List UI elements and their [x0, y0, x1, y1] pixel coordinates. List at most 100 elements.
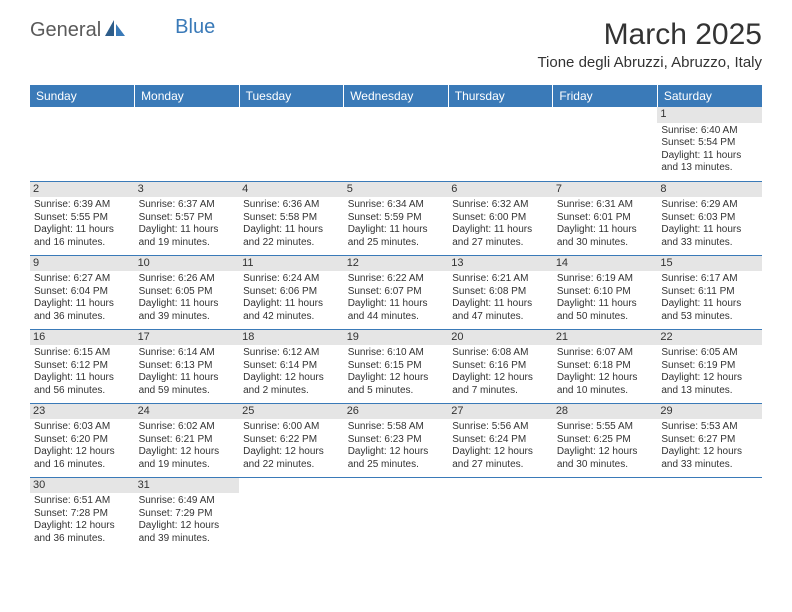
calendar-cell: 24Sunrise: 6:02 AMSunset: 6:21 PMDayligh… — [135, 403, 240, 477]
daylight-text: and 22 minutes. — [243, 459, 340, 472]
calendar-cell: 16Sunrise: 6:15 AMSunset: 6:12 PMDayligh… — [30, 329, 135, 403]
day-header: Thursday — [448, 85, 553, 107]
daylight-text: Daylight: 12 hours — [139, 520, 236, 533]
calendar-cell — [448, 107, 553, 181]
calendar-cell: 17Sunrise: 6:14 AMSunset: 6:13 PMDayligh… — [135, 329, 240, 403]
daylight-text: Daylight: 11 hours — [34, 224, 131, 237]
day-number: 1 — [657, 107, 762, 123]
calendar-cell: 8Sunrise: 6:29 AMSunset: 6:03 PMDaylight… — [657, 181, 762, 255]
daylight-text: and 13 minutes. — [661, 162, 758, 175]
sunrise-text: Sunrise: 6:27 AM — [34, 273, 131, 286]
sunset-text: Sunset: 6:19 PM — [661, 360, 758, 373]
calendar-cell: 13Sunrise: 6:21 AMSunset: 6:08 PMDayligh… — [448, 255, 553, 329]
day-number — [657, 478, 762, 494]
logo-text-blue: Blue — [175, 16, 215, 39]
sunset-text: Sunset: 7:29 PM — [139, 508, 236, 521]
sunrise-text: Sunrise: 6:12 AM — [243, 347, 340, 360]
header: General Blue March 2025 Tione degli Abru… — [0, 0, 792, 77]
sunset-text: Sunset: 6:27 PM — [661, 434, 758, 447]
calendar-cell: 1Sunrise: 6:40 AMSunset: 5:54 PMDaylight… — [657, 107, 762, 181]
calendar-cell: 10Sunrise: 6:26 AMSunset: 6:05 PMDayligh… — [135, 255, 240, 329]
calendar-cell: 22Sunrise: 6:05 AMSunset: 6:19 PMDayligh… — [657, 329, 762, 403]
sunrise-text: Sunrise: 5:56 AM — [452, 421, 549, 434]
daylight-text: Daylight: 11 hours — [139, 298, 236, 311]
calendar-cell — [30, 107, 135, 181]
daylight-text: Daylight: 12 hours — [348, 372, 445, 385]
calendar-cell: 31Sunrise: 6:49 AMSunset: 7:29 PMDayligh… — [135, 477, 240, 551]
day-number: 30 — [30, 478, 135, 494]
daylight-text: Daylight: 11 hours — [661, 150, 758, 163]
calendar-cell: 9Sunrise: 6:27 AMSunset: 6:04 PMDaylight… — [30, 255, 135, 329]
calendar-cell — [135, 107, 240, 181]
daylight-text: and 19 minutes. — [139, 459, 236, 472]
daylight-text: and 44 minutes. — [348, 311, 445, 324]
sunset-text: Sunset: 6:24 PM — [452, 434, 549, 447]
day-number — [448, 478, 553, 494]
sunset-text: Sunset: 6:11 PM — [661, 286, 758, 299]
sunrise-text: Sunrise: 6:19 AM — [557, 273, 654, 286]
sunset-text: Sunset: 6:07 PM — [348, 286, 445, 299]
daylight-text: and 5 minutes. — [348, 385, 445, 398]
day-number: 14 — [553, 256, 658, 272]
day-number: 20 — [448, 330, 553, 346]
daylight-text: and 50 minutes. — [557, 311, 654, 324]
sunrise-text: Sunrise: 5:53 AM — [661, 421, 758, 434]
sunset-text: Sunset: 6:08 PM — [452, 286, 549, 299]
day-number — [239, 478, 344, 494]
sunset-text: Sunset: 6:00 PM — [452, 212, 549, 225]
sunrise-text: Sunrise: 6:22 AM — [348, 273, 445, 286]
daylight-text: Daylight: 12 hours — [348, 446, 445, 459]
day-number: 27 — [448, 404, 553, 420]
calendar-cell: 15Sunrise: 6:17 AMSunset: 6:11 PMDayligh… — [657, 255, 762, 329]
sunrise-text: Sunrise: 6:36 AM — [243, 199, 340, 212]
daylight-text: Daylight: 12 hours — [452, 372, 549, 385]
calendar-cell — [553, 477, 658, 551]
sunrise-text: Sunrise: 6:07 AM — [557, 347, 654, 360]
day-number: 13 — [448, 256, 553, 272]
day-number — [553, 478, 658, 494]
sunset-text: Sunset: 6:21 PM — [139, 434, 236, 447]
daylight-text: Daylight: 12 hours — [34, 446, 131, 459]
daylight-text: Daylight: 11 hours — [243, 298, 340, 311]
day-header: Sunday — [30, 85, 135, 107]
sunset-text: Sunset: 5:54 PM — [661, 137, 758, 150]
logo: General Blue — [30, 18, 215, 43]
sunset-text: Sunset: 6:18 PM — [557, 360, 654, 373]
sunset-text: Sunset: 6:14 PM — [243, 360, 340, 373]
daylight-text: and 10 minutes. — [557, 385, 654, 398]
daylight-text: Daylight: 12 hours — [452, 446, 549, 459]
daylight-text: and 30 minutes. — [557, 459, 654, 472]
sunrise-text: Sunrise: 6:26 AM — [139, 273, 236, 286]
calendar-row: 16Sunrise: 6:15 AMSunset: 6:12 PMDayligh… — [30, 329, 762, 403]
sunrise-text: Sunrise: 5:58 AM — [348, 421, 445, 434]
calendar-cell: 7Sunrise: 6:31 AMSunset: 6:01 PMDaylight… — [553, 181, 658, 255]
daylight-text: and 19 minutes. — [139, 237, 236, 250]
day-number: 8 — [657, 182, 762, 198]
sunset-text: Sunset: 6:12 PM — [34, 360, 131, 373]
daylight-text: and 39 minutes. — [139, 533, 236, 546]
day-number: 7 — [553, 182, 658, 198]
daylight-text: and 13 minutes. — [661, 385, 758, 398]
day-number: 4 — [239, 182, 344, 198]
day-number: 3 — [135, 182, 240, 198]
daylight-text: and 36 minutes. — [34, 533, 131, 546]
daylight-text: and 25 minutes. — [348, 459, 445, 472]
title-block: March 2025 Tione degli Abruzzi, Abruzzo,… — [537, 18, 762, 71]
daylight-text: Daylight: 12 hours — [243, 446, 340, 459]
sunset-text: Sunset: 7:28 PM — [34, 508, 131, 521]
daylight-text: and 16 minutes. — [34, 459, 131, 472]
daylight-text: Daylight: 11 hours — [34, 298, 131, 311]
sunset-text: Sunset: 5:57 PM — [139, 212, 236, 225]
day-number: 10 — [135, 256, 240, 272]
day-number: 6 — [448, 182, 553, 198]
sunrise-text: Sunrise: 6:21 AM — [452, 273, 549, 286]
daylight-text: and 16 minutes. — [34, 237, 131, 250]
calendar-row: 30Sunrise: 6:51 AMSunset: 7:28 PMDayligh… — [30, 477, 762, 551]
logo-text-general: General — [30, 19, 101, 42]
daylight-text: and 30 minutes. — [557, 237, 654, 250]
calendar-row: 2Sunrise: 6:39 AMSunset: 5:55 PMDaylight… — [30, 181, 762, 255]
sunrise-text: Sunrise: 6:24 AM — [243, 273, 340, 286]
sunrise-text: Sunrise: 6:05 AM — [661, 347, 758, 360]
day-header: Friday — [553, 85, 658, 107]
day-number: 28 — [553, 404, 658, 420]
